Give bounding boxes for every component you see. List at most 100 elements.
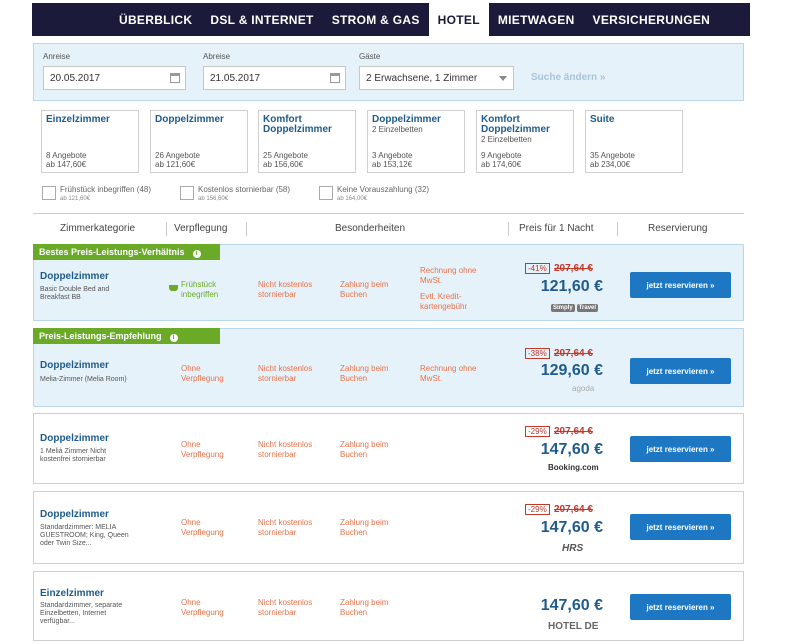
cancel-text: Nicht kostenlos stornierbar (258, 440, 313, 459)
offer-card: Einzelzimmer Standardzimmer, separate Ei… (33, 571, 744, 641)
room-type-count: 3 Angebote (372, 151, 413, 160)
room-type-sub: 2 Einzelbetten (372, 125, 423, 134)
board-text: Ohne Verpflegung (181, 364, 224, 383)
cancel-text: Nicht kostenlos stornierbar (258, 280, 313, 299)
room-type-count: 35 Angebote (590, 151, 635, 160)
room-name: Doppelzimmer (40, 433, 109, 444)
room-type-card[interactable]: Doppelzimmer 26 Angebote ab 121,60€ (150, 110, 248, 173)
room-type-count: 25 Angebote (263, 151, 308, 160)
discount-badge: -29% (525, 504, 550, 515)
info-icon[interactable]: i (192, 250, 201, 258)
old-price: 207,64 € (554, 263, 593, 274)
price: 147,60 € (540, 597, 603, 614)
main-nav: ÜBERBLICK DSL & INTERNET STROM & GAS HOT… (32, 3, 750, 36)
invoice-text: Rechnung ohne MwSt. (420, 364, 477, 383)
price: 121,60 € (540, 278, 603, 295)
room-type-card[interactable]: Suite 35 Angebote ab 234,00€ (585, 110, 683, 173)
reserve-button[interactable]: jetzt reservieren » (630, 514, 731, 540)
col-price: Preis für 1 Nacht (519, 223, 594, 234)
invoice-text: Rechnung ohne MwSt. (420, 266, 477, 285)
provider-logo: Booking.com (548, 463, 599, 472)
filter-no-prepayment[interactable]: Keine Vorauszahlung (32) ab 164,00€ (319, 185, 429, 203)
board-text: Ohne Verpflegung (181, 440, 224, 459)
room-type-card[interactable]: Komfort Doppelzimmer 2 Einzelbetten 9 An… (476, 110, 574, 173)
tab-ueberblick[interactable]: ÜBERBLICK (119, 12, 193, 27)
discount-badge: -41% (525, 263, 550, 274)
calendar-icon[interactable] (330, 73, 340, 83)
payment-text: Zahlung beim Buchen (340, 440, 389, 459)
room-type-price: ab 156,60€ (263, 160, 304, 169)
reserve-button[interactable]: jetzt reservieren » (630, 436, 731, 462)
room-type-count: 8 Angebote (46, 151, 87, 160)
old-price: 207,64 € (554, 504, 593, 515)
change-search-button[interactable]: Suche ändern » (531, 72, 606, 83)
guests-select[interactable]: 2 Erwachsene, 1 Zimmer (359, 66, 514, 90)
departure-field[interactable]: 21.05.2017 (203, 66, 346, 90)
offer-badge: Preis-Leistungs-Empfehlung i (33, 328, 220, 344)
offer-card: Doppelzimmer 1 Meliá Zimmer Nicht kosten… (33, 413, 744, 484)
filter-label: Kostenlos stornierbar (58) (198, 185, 291, 194)
offer-badge: Bestes Preis-Leistungs-Verhältnis i (33, 244, 220, 260)
room-name: Doppelzimmer (40, 271, 109, 282)
provider-logo: HRS (562, 543, 584, 554)
filter-price: ab 164,00€ (337, 196, 368, 202)
room-type-count: 26 Angebote (155, 151, 200, 160)
room-description: Melia-Zimmer (Melia Room) (40, 376, 127, 383)
discount-badge: -38% (525, 348, 550, 359)
tab-strom-gas[interactable]: STROM & GAS (331, 12, 420, 27)
checkbox[interactable] (319, 186, 333, 200)
filter-label: Frühstück inbegriffen (48) (60, 185, 152, 194)
room-type-name: Komfort Doppelzimmer (263, 114, 332, 135)
coffee-cup-icon (169, 285, 178, 291)
col-features: Besonderheiten (335, 223, 406, 234)
reserve-button[interactable]: jetzt reservieren » (630, 358, 731, 384)
board-text: Frühstück inbegriffen (181, 280, 219, 299)
col-category: Zimmerkategorie (60, 223, 136, 234)
room-type-name: Komfort Doppelzimmer (481, 114, 550, 135)
payment-text: Zahlung beim Buchen (340, 518, 389, 537)
tag: Simply (551, 304, 575, 312)
price: 129,60 € (540, 362, 603, 379)
departure-value: 21.05.2017 (210, 72, 261, 84)
filter-free-cancel[interactable]: Kostenlos stornierbar (58) ab 156,60€ (180, 185, 290, 203)
filter-breakfast[interactable]: Frühstück inbegriffen (48) ab 121,60€ (42, 185, 151, 203)
room-description: 1 Meliá Zimmer Nicht kostenfrei stornier… (40, 448, 107, 463)
info-icon[interactable]: i (169, 334, 178, 342)
room-type-card[interactable]: Komfort Doppelzimmer 25 Angebote ab 156,6… (258, 110, 356, 173)
room-name: Doppelzimmer (40, 509, 109, 520)
arrival-value: 20.05.2017 (50, 72, 101, 84)
fee-text: Evtl. Kredit-kartengebühr (420, 292, 468, 311)
arrival-field[interactable]: 20.05.2017 (43, 66, 186, 90)
provider-logo: agoda (572, 384, 595, 393)
room-type-sub: 2 Einzelbetten (481, 135, 532, 144)
room-type-price: ab 153,12€ (372, 160, 413, 169)
room-type-name: Doppelzimmer (372, 114, 441, 125)
offer-card: Bestes Preis-Leistungs-Verhältnis i Doppe… (33, 244, 744, 321)
tab-versicherungen[interactable]: VERSICHERUNGEN (592, 12, 711, 27)
room-type-card[interactable]: Doppelzimmer 2 Einzelbetten 3 Angebote ab… (367, 110, 465, 173)
cancel-text: Nicht kostenlos stornierbar (258, 518, 313, 537)
tab-hotel[interactable]: HOTEL (428, 3, 489, 36)
chevron-down-icon (499, 76, 507, 81)
checkbox[interactable] (42, 186, 56, 200)
filter-price: ab 121,60€ (60, 196, 91, 202)
room-type-price: ab 234,00€ (590, 160, 631, 169)
checkbox[interactable] (180, 186, 194, 200)
cancel-text: Nicht kostenlos stornierbar (258, 598, 313, 617)
room-type-price: ab 121,60€ (155, 160, 196, 169)
calendar-icon[interactable] (170, 73, 180, 83)
old-price: 207,64 € (554, 348, 593, 359)
column-header: Zimmerkategorie Verpflegung Besonderheit… (33, 213, 744, 239)
tag: Travel (576, 304, 599, 312)
col-board: Verpflegung (174, 223, 228, 234)
tab-dsl-internet[interactable]: DSL & INTERNET (210, 12, 314, 27)
guests-label: Gäste (359, 52, 381, 61)
room-type-card[interactable]: Einzelzimmer 8 Angebote ab 147,60€ (41, 110, 139, 173)
reserve-button[interactable]: jetzt reservieren » (630, 594, 731, 620)
badge-text: Bestes Preis-Leistungs-Verhältnis (39, 247, 185, 257)
tab-mietwagen[interactable]: MIETWAGEN (497, 12, 575, 27)
room-type-price: ab 147,60€ (46, 160, 87, 169)
provider-logo: HOTEL DE (548, 621, 599, 632)
reserve-button[interactable]: jetzt reservieren » (630, 272, 731, 298)
room-name: Einzelzimmer (40, 588, 104, 599)
